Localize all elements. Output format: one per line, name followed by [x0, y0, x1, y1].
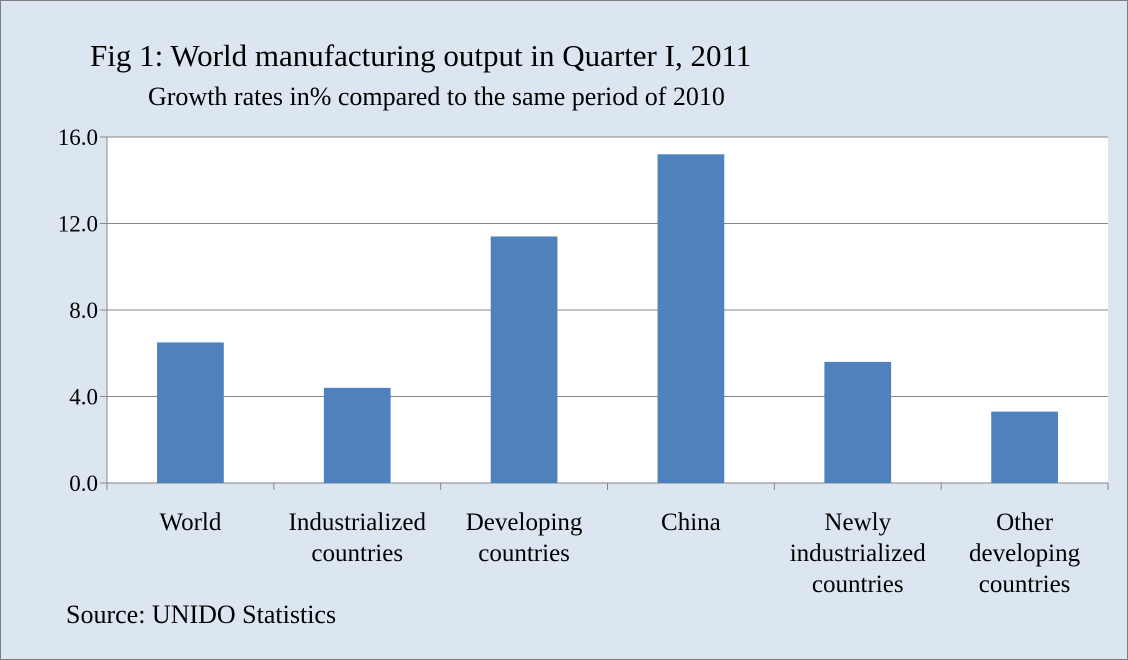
bar	[490, 236, 558, 483]
x-tick-label: Other	[996, 509, 1054, 536]
x-tick-label: World	[159, 509, 221, 536]
chart-subtitle: Growth rates in% compared to the same pe…	[148, 82, 725, 111]
x-tick-label: Industrialized	[289, 509, 427, 536]
x-tick-label: countries	[311, 540, 403, 567]
source-note: Source: UNIDO Statistics	[66, 600, 337, 629]
x-tick-label: China	[661, 509, 721, 536]
x-tick-label: countries	[478, 540, 570, 567]
y-tick-label: 16.0	[58, 125, 98, 150]
y-tick-label: 8.0	[69, 298, 98, 323]
bar	[323, 387, 391, 483]
y-tick-label: 0.0	[69, 471, 98, 496]
bar	[824, 361, 892, 483]
bar	[657, 154, 725, 484]
chart-title: Fig 1: World manufacturing output in Qua…	[90, 38, 752, 73]
bar	[991, 411, 1058, 483]
x-tick-label: industrialized	[790, 540, 927, 567]
x-tick-label: Newly	[824, 509, 891, 536]
x-tick-label: countries	[979, 571, 1071, 598]
y-tick-label: 12.0	[58, 212, 98, 237]
x-tick-label: countries	[812, 571, 904, 598]
x-tick-label: developing	[969, 540, 1081, 567]
x-tick-label: Developing	[466, 509, 583, 536]
bar	[157, 342, 224, 483]
y-tick-label: 4.0	[69, 385, 98, 410]
